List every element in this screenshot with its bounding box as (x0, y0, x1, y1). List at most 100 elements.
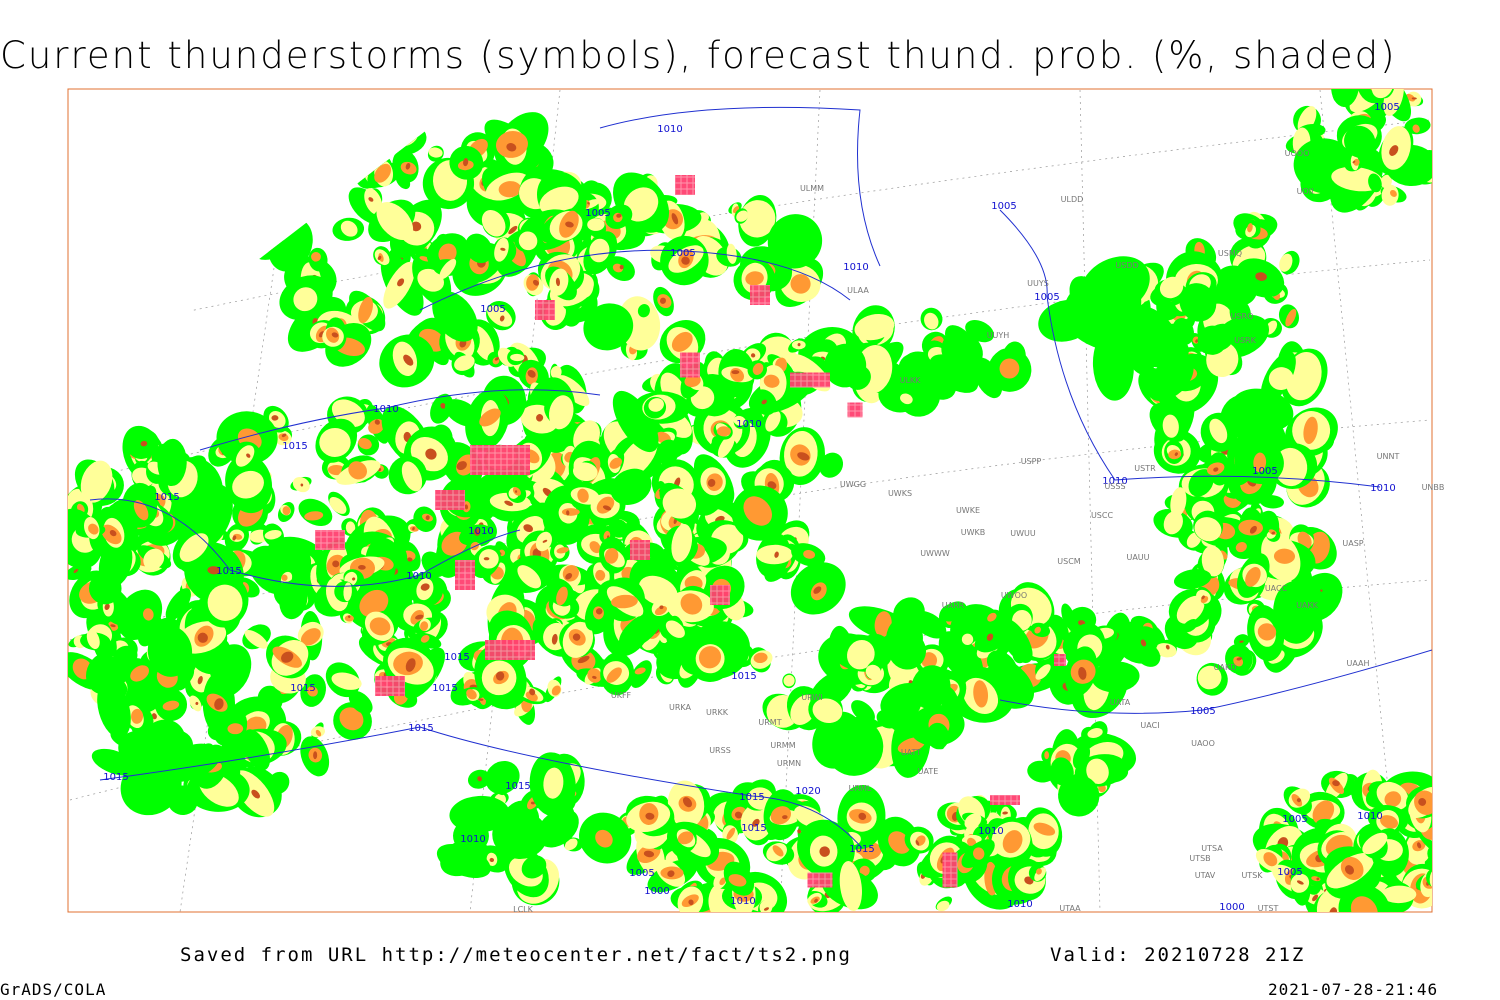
shade-blob (539, 186, 579, 215)
shade-blob (659, 297, 666, 304)
shade-blob (726, 243, 737, 264)
shade-blob (494, 357, 500, 361)
shade-blob (733, 415, 746, 426)
shade-blob (282, 506, 291, 516)
shade-blob (790, 274, 811, 294)
storm-cluster (710, 585, 730, 605)
storm-cluster (847, 402, 863, 418)
shade-blob (1044, 751, 1050, 760)
storm-cluster (942, 852, 958, 888)
station-label: USPP (1021, 457, 1042, 466)
station-label: USMQ (1218, 249, 1242, 258)
shade-blob (374, 163, 392, 183)
isobar-label: 1015 (154, 492, 179, 503)
station-label: UWGG (840, 480, 866, 489)
shade-blob (671, 213, 679, 225)
storm-cluster (375, 676, 405, 696)
station-label: UATE (918, 767, 939, 776)
station-label: UTSA (1201, 844, 1223, 853)
shade-blob (345, 521, 356, 534)
storm-cluster (750, 285, 770, 305)
shade-blob (368, 197, 374, 202)
shade-blob (465, 233, 493, 264)
isobar-label: 1015 (432, 683, 457, 694)
shade-blob (565, 221, 574, 228)
station-label: USRK (1234, 336, 1256, 345)
shade-blob (1433, 845, 1455, 868)
shade-blob (745, 271, 764, 286)
isobar-label: 1005 (1034, 292, 1059, 303)
station-label: USCC (1091, 511, 1114, 520)
station-label: UASP (1342, 539, 1363, 548)
isobar-label: 1015 (216, 566, 241, 577)
isobar-label: 1010 (736, 419, 761, 430)
station-label: USCM (1057, 557, 1081, 566)
station-label: UAAH (1346, 659, 1369, 668)
isobar-label: 1010 (1357, 811, 1382, 822)
shade-blob (587, 218, 605, 231)
isobar-label: 1010 (657, 124, 682, 135)
shade-blob (377, 255, 382, 261)
shade-blob (637, 304, 650, 318)
shade-blob (739, 200, 776, 238)
shade-blob (555, 277, 561, 287)
isobar-label: 1015 (408, 723, 433, 734)
station-label: UARR (942, 601, 965, 610)
storm-cluster (680, 352, 700, 378)
station-label: URMM (770, 741, 795, 750)
station-label: UWKS (888, 489, 912, 498)
station-label: URKK (706, 708, 729, 717)
shade-blob (619, 264, 624, 270)
isobar-label: 1005 (585, 208, 610, 219)
shade-blob (293, 287, 318, 312)
shade-blob (498, 181, 522, 198)
shade-blob (797, 343, 801, 347)
shade-blob (736, 210, 749, 222)
storm-cluster (455, 560, 475, 590)
storm-cluster (485, 640, 535, 660)
storm-cluster (470, 445, 530, 475)
station-label: USTR (1134, 464, 1156, 473)
shade-blob (1437, 849, 1451, 864)
station-label: USSS (1104, 482, 1125, 491)
isobar-label: 1010 (1370, 483, 1395, 494)
storm-cluster (675, 175, 695, 195)
timestamp: 2021-07-28-21:46 (1268, 980, 1438, 999)
station-label: UKFF (611, 691, 632, 700)
shade-blob (304, 511, 324, 521)
storm-cluster (790, 372, 830, 388)
station-label: UACC (1265, 584, 1288, 593)
station-label: URMN (777, 759, 801, 768)
shade-blob (487, 305, 513, 327)
station-label: UOOO (1285, 149, 1310, 158)
map-title: Current thunderstorms (symbols), forecas… (0, 34, 1397, 77)
shade-blob (616, 213, 622, 218)
station-label: ULDD (1061, 195, 1084, 204)
station-label: UTAA (1059, 904, 1081, 913)
storm-cluster (990, 795, 1020, 805)
station-label: URWI (801, 693, 822, 702)
shade-blob (331, 332, 339, 338)
shade-blob (671, 331, 693, 352)
valid-time: Valid: 20210728 21Z (1050, 944, 1305, 966)
station-label: UACI (1140, 721, 1159, 730)
isobar-label: 1005 (1374, 102, 1399, 113)
shade-blob (311, 252, 321, 262)
station-label: UAOO (1191, 739, 1215, 748)
station-label: UAKK (1296, 601, 1319, 610)
station-label: USDD (1115, 261, 1138, 270)
station-label: UWWW (920, 549, 950, 558)
isobar-label: 1005 (1252, 466, 1277, 477)
shade-blob (430, 393, 454, 424)
isobar-label: 1010 (843, 262, 868, 273)
shade-blob (527, 370, 536, 378)
station-label: UAKD (1214, 663, 1237, 672)
shade-blob (432, 291, 478, 342)
station-label: UNBB (1422, 483, 1445, 492)
shade-blob (510, 353, 525, 362)
station-label: USRO (1231, 312, 1254, 321)
isobar-label: 1010 (468, 526, 493, 537)
shade-blob (358, 296, 373, 324)
shade-blob (526, 274, 540, 291)
